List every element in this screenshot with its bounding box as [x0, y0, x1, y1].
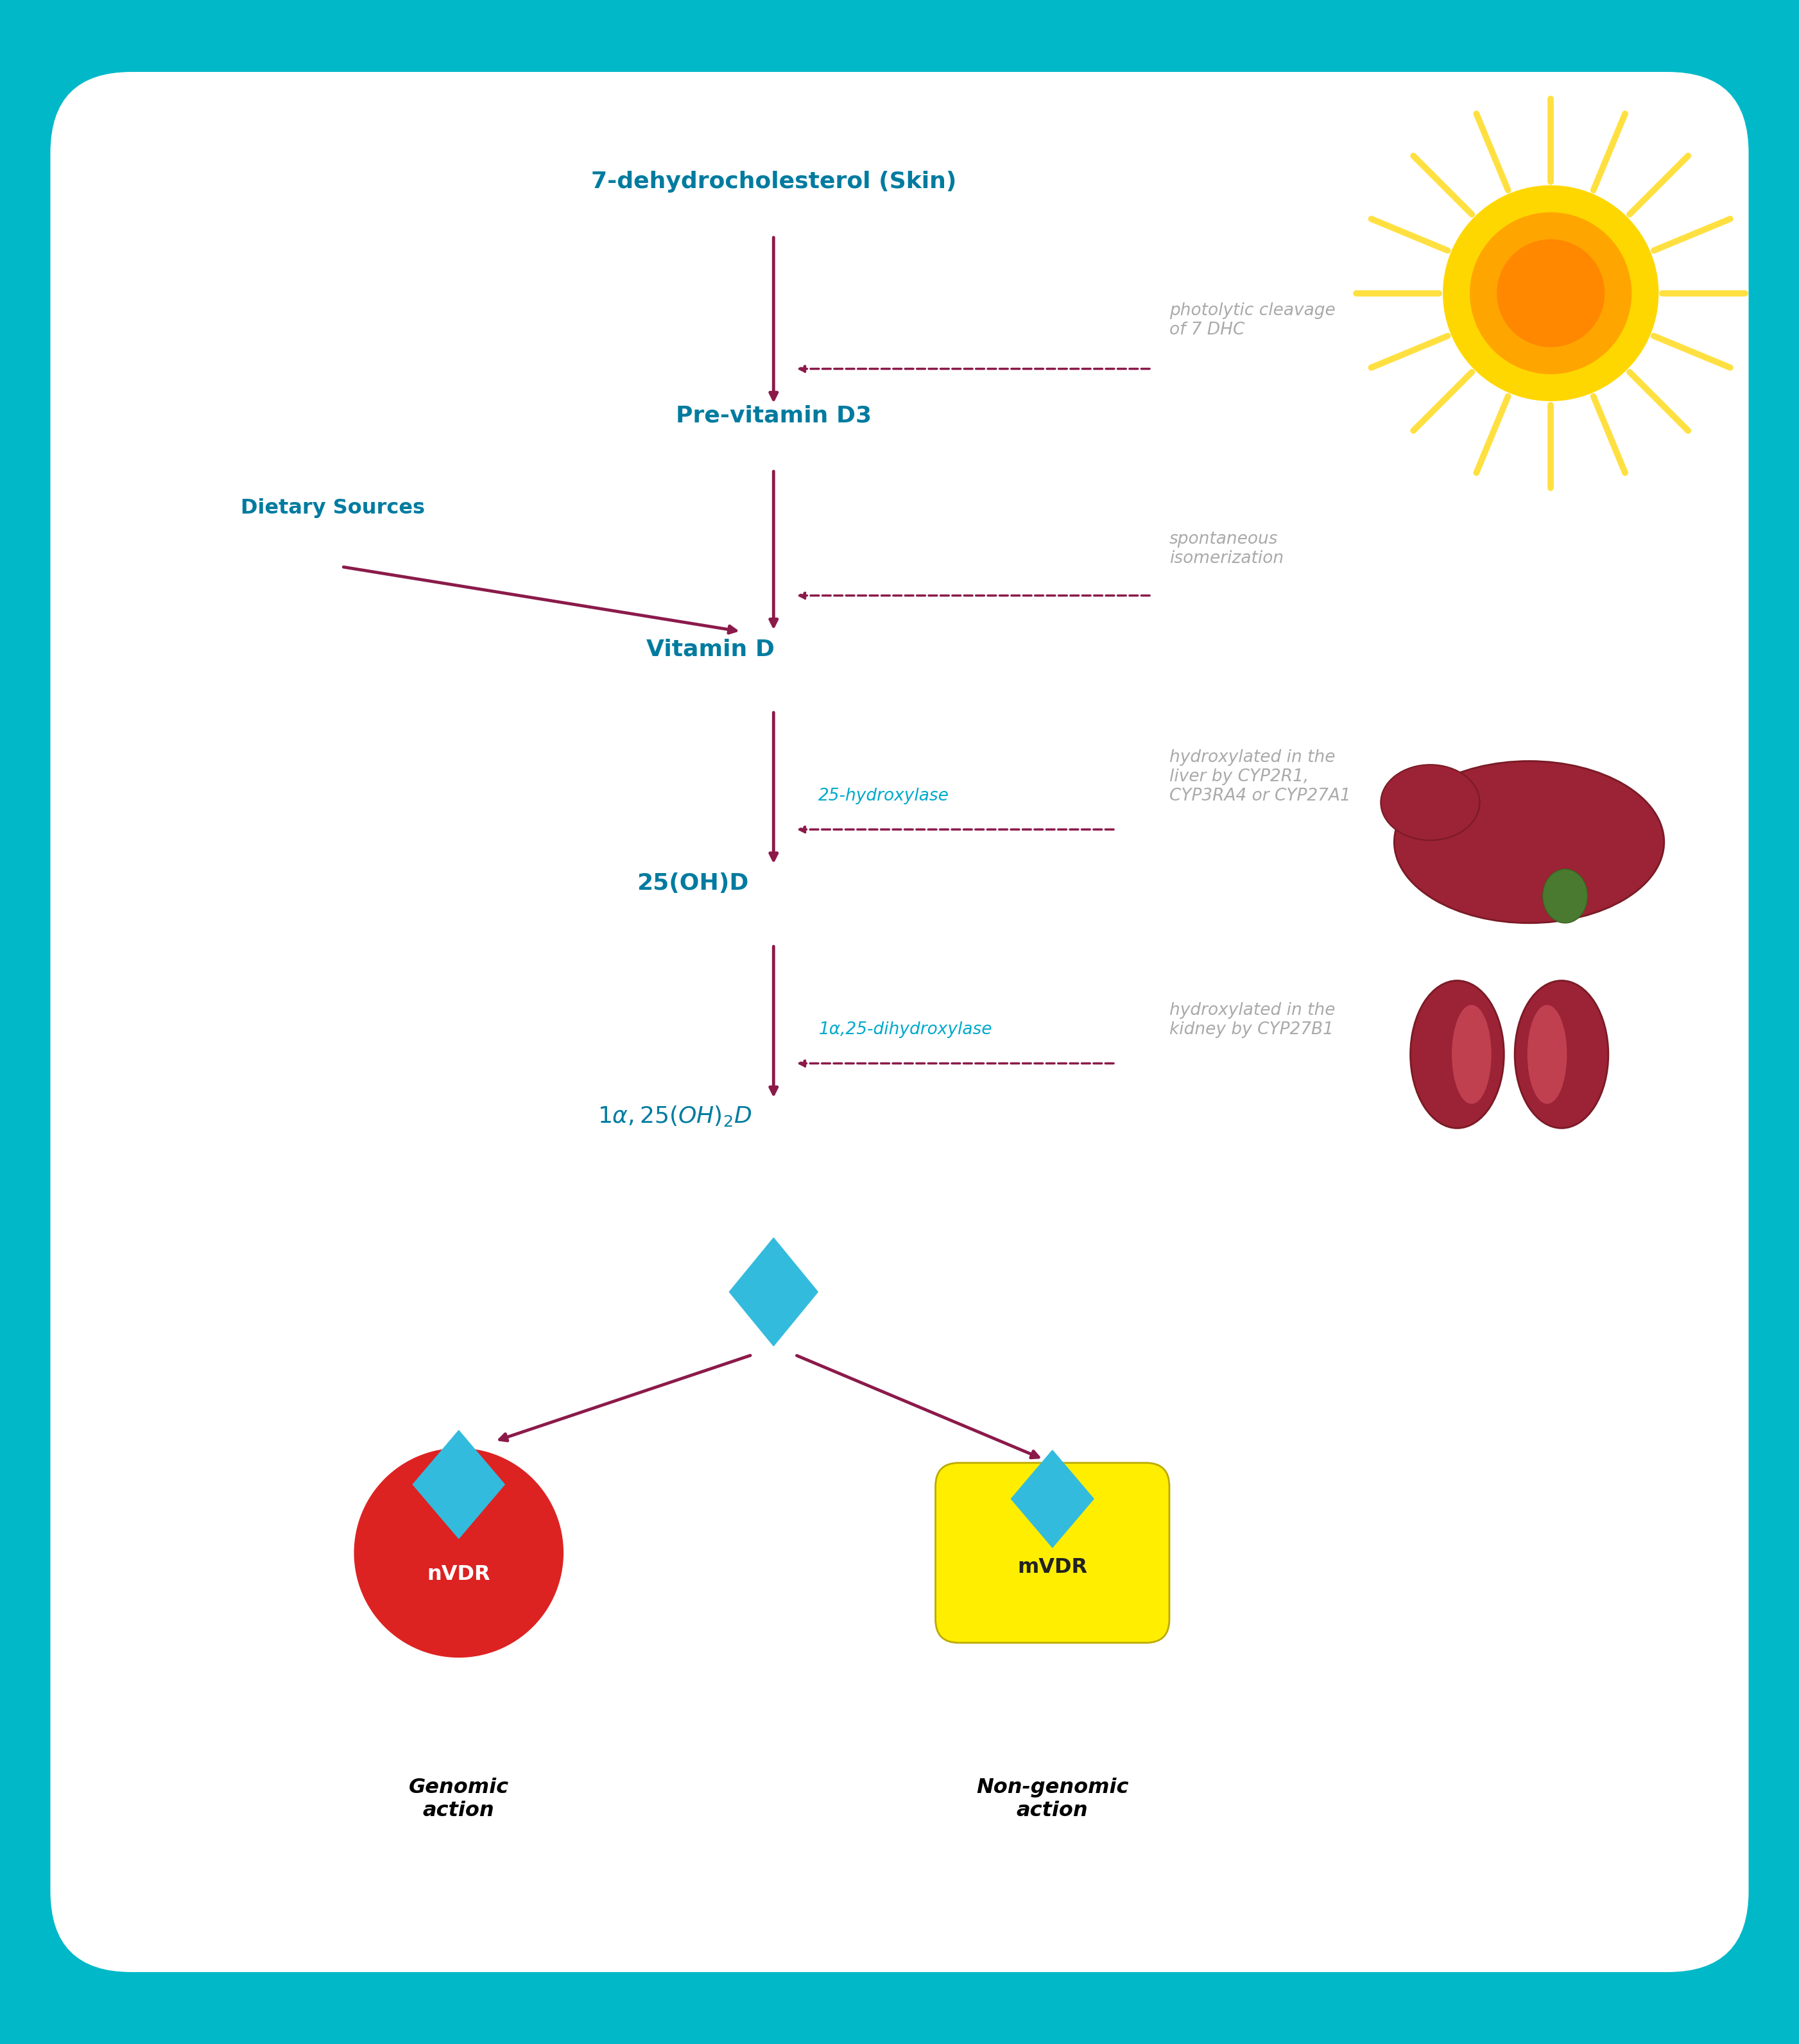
Polygon shape — [729, 1239, 819, 1345]
Text: 7-dehydrocholesterol (Skin): 7-dehydrocholesterol (Skin) — [590, 170, 957, 192]
Text: 25(OH)D: 25(OH)D — [637, 873, 748, 893]
Text: hydroxylated in the
kidney by CYP27B1: hydroxylated in the kidney by CYP27B1 — [1169, 1002, 1335, 1038]
Text: hydroxylated in the
liver by CYP2R1,
CYP3RA4 or CYP27A1: hydroxylated in the liver by CYP2R1, CYP… — [1169, 748, 1351, 803]
Circle shape — [1443, 186, 1659, 401]
FancyBboxPatch shape — [935, 1464, 1169, 1643]
Text: Non-genomic
action: Non-genomic action — [977, 1778, 1128, 1821]
Text: nVDR: nVDR — [426, 1564, 491, 1584]
Text: Pre-vitamin D3: Pre-vitamin D3 — [676, 405, 871, 427]
Text: $1\alpha,25(OH)_2D$: $1\alpha,25(OH)_2D$ — [597, 1104, 752, 1128]
Ellipse shape — [1515, 981, 1608, 1128]
FancyBboxPatch shape — [50, 72, 1749, 1972]
Ellipse shape — [1527, 1006, 1567, 1104]
Text: Dietary Sources: Dietary Sources — [241, 499, 425, 519]
Ellipse shape — [1382, 764, 1479, 840]
Text: spontaneous
isomerization: spontaneous isomerization — [1169, 531, 1284, 566]
Text: Vitamin D: Vitamin D — [646, 638, 775, 660]
Text: 1α,25-dihydroxylase: 1α,25-dihydroxylase — [819, 1022, 993, 1038]
Circle shape — [354, 1449, 563, 1658]
Ellipse shape — [1452, 1006, 1491, 1104]
Polygon shape — [1011, 1451, 1094, 1547]
Text: photolytic cleavage
of 7 DHC: photolytic cleavage of 7 DHC — [1169, 303, 1335, 337]
Polygon shape — [412, 1431, 504, 1539]
Circle shape — [1470, 213, 1632, 374]
Circle shape — [1497, 239, 1605, 347]
Text: 25-hydroxylase: 25-hydroxylase — [819, 787, 950, 803]
Text: Genomic
action: Genomic action — [408, 1778, 509, 1821]
Ellipse shape — [1542, 869, 1587, 924]
Ellipse shape — [1394, 760, 1664, 924]
Ellipse shape — [1410, 981, 1504, 1128]
Text: mVDR: mVDR — [1018, 1558, 1087, 1578]
